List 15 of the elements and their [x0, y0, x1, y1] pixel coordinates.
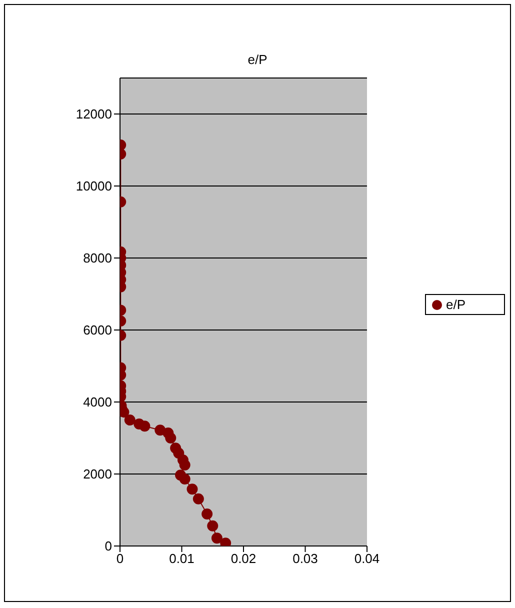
y-tick-label: 0: [104, 538, 112, 554]
x-tick-label: 0.01: [169, 551, 194, 566]
y-tick-label: 12000: [76, 106, 112, 122]
y-tick-label: 2000: [83, 466, 112, 482]
y-tick-label: 4000: [83, 394, 112, 410]
x-tick-label: 0.02: [230, 551, 256, 566]
x-tick-label: 0.04: [354, 551, 380, 566]
y-tick-label: 8000: [83, 250, 112, 266]
chart-title: e/P: [246, 52, 268, 67]
y-tick-label: 6000: [83, 322, 112, 338]
x-tick-label: 0: [116, 551, 124, 566]
y-tick-label: 10000: [76, 178, 112, 194]
point: [120, 406, 130, 418]
legend-label: e/P: [446, 296, 466, 312]
x-tick-label: 0.03: [292, 551, 318, 566]
